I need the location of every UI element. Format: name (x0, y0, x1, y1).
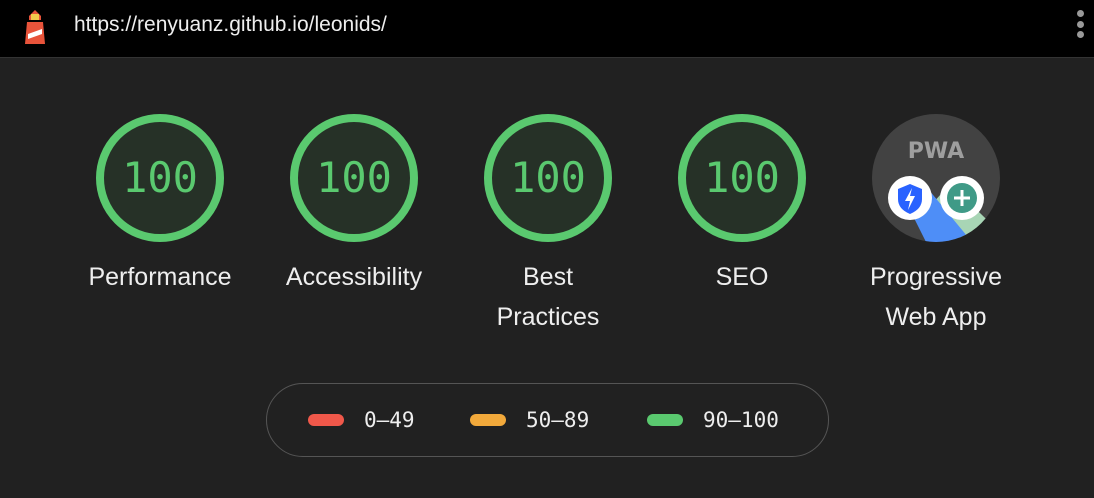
gauge-performance[interactable]: 100 Performance (63, 114, 257, 297)
more-vert-icon[interactable] (1074, 10, 1086, 42)
lighthouse-icon (25, 10, 45, 44)
pwa-badge-icon: PWA (872, 114, 1000, 242)
legend-item-pass: 90–100 (647, 408, 779, 432)
score: 100 (316, 153, 392, 202)
gauge-seo[interactable]: 100 SEO (645, 114, 839, 297)
gauge-accessibility[interactable]: 100 Accessibility (257, 114, 451, 297)
url-text[interactable]: https://renyuanz.github.io/leonids/ (74, 13, 387, 36)
gauge-pwa[interactable]: PWA Progressive Web App (851, 114, 1021, 337)
pwa-text: PWA (908, 139, 964, 164)
legend-item-average: 50–89 (470, 408, 589, 432)
legend-item-fail: 0–49 (308, 408, 415, 432)
score: 100 (122, 153, 198, 202)
gauge-label: Best Practices (496, 263, 600, 331)
score-legend: 0–49 50–89 90–100 (266, 383, 829, 457)
score: 100 (704, 153, 780, 202)
gauge-label: Accessibility (285, 263, 423, 291)
score: 100 (510, 153, 586, 202)
address-bar: https://renyuanz.github.io/leonids/ (0, 0, 1094, 58)
gauge-label: SEO (715, 263, 769, 291)
gauge-best-practices[interactable]: 100 Best Practices (473, 114, 623, 337)
gauge-label: Progressive Web App (870, 263, 1002, 331)
gauge-label: Performance (88, 263, 232, 291)
